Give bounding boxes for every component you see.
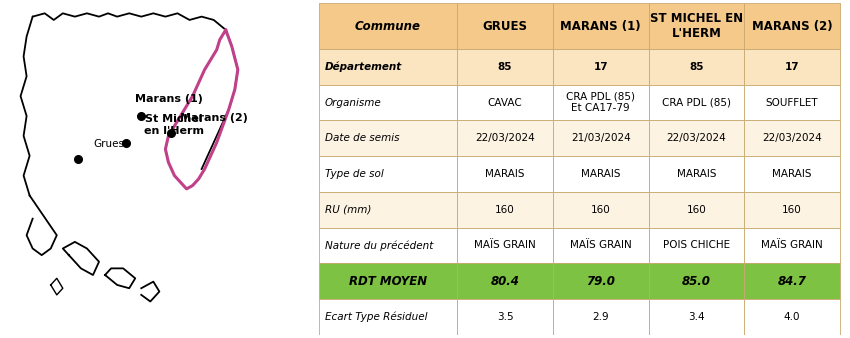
- Text: Ecart Type Résiduel: Ecart Type Résiduel: [325, 312, 428, 322]
- Bar: [457, 49, 553, 85]
- Text: 17: 17: [785, 62, 799, 72]
- Text: 79.0: 79.0: [586, 274, 615, 288]
- Text: Date de semis: Date de semis: [325, 133, 399, 143]
- Text: 160: 160: [782, 205, 802, 215]
- Bar: [319, 263, 457, 299]
- Bar: [553, 85, 649, 120]
- Bar: [649, 263, 745, 299]
- Bar: [457, 156, 553, 192]
- Text: POIS CHICHE: POIS CHICHE: [663, 240, 730, 250]
- Text: MARAIS: MARAIS: [485, 169, 524, 179]
- Text: RDT MOYEN: RDT MOYEN: [349, 274, 427, 288]
- Bar: [649, 227, 745, 263]
- Text: 21/03/2024: 21/03/2024: [571, 133, 631, 143]
- Text: 80.4: 80.4: [490, 274, 519, 288]
- Text: 4.0: 4.0: [784, 312, 801, 322]
- Bar: [319, 3, 457, 49]
- Text: 22/03/2024: 22/03/2024: [666, 133, 726, 143]
- Bar: [553, 49, 649, 85]
- Text: Marans (2): Marans (2): [180, 113, 248, 123]
- Text: 160: 160: [496, 205, 515, 215]
- Bar: [553, 299, 649, 335]
- Bar: [553, 120, 649, 156]
- Bar: [319, 49, 457, 85]
- Text: RU (mm): RU (mm): [325, 205, 371, 215]
- Text: CAVAC: CAVAC: [488, 98, 523, 107]
- Bar: [649, 192, 745, 227]
- Text: St Michel
en l'Herm: St Michel en l'Herm: [144, 114, 204, 136]
- Text: Type de sol: Type de sol: [325, 169, 383, 179]
- Bar: [745, 3, 840, 49]
- Bar: [553, 3, 649, 49]
- Bar: [745, 85, 840, 120]
- Text: 17: 17: [593, 62, 608, 72]
- Text: MAÏS GRAIN: MAÏS GRAIN: [762, 240, 823, 250]
- Text: 85.0: 85.0: [682, 274, 711, 288]
- Text: MARANS (1): MARANS (1): [560, 20, 641, 33]
- Bar: [649, 85, 745, 120]
- Bar: [319, 85, 457, 120]
- Bar: [745, 192, 840, 227]
- Bar: [319, 299, 457, 335]
- Text: MARAIS: MARAIS: [677, 169, 717, 179]
- Text: 22/03/2024: 22/03/2024: [762, 133, 822, 143]
- Bar: [553, 263, 649, 299]
- Text: SOUFFLET: SOUFFLET: [766, 98, 819, 107]
- Text: MARAIS: MARAIS: [773, 169, 812, 179]
- Bar: [745, 263, 840, 299]
- Text: MAÏS GRAIN: MAÏS GRAIN: [570, 240, 632, 250]
- Text: 2.9: 2.9: [592, 312, 609, 322]
- Bar: [319, 120, 457, 156]
- Text: MARAIS: MARAIS: [581, 169, 620, 179]
- Bar: [553, 156, 649, 192]
- Bar: [649, 156, 745, 192]
- Text: Marans (1): Marans (1): [135, 94, 203, 104]
- Bar: [745, 120, 840, 156]
- Bar: [457, 192, 553, 227]
- Bar: [649, 299, 745, 335]
- Text: MARANS (2): MARANS (2): [751, 20, 832, 33]
- Bar: [553, 227, 649, 263]
- Text: Département: Département: [325, 62, 402, 72]
- Bar: [457, 299, 553, 335]
- Text: Commune: Commune: [355, 20, 421, 33]
- Text: 22/03/2024: 22/03/2024: [475, 133, 535, 143]
- Bar: [319, 192, 457, 227]
- Text: MAÏS GRAIN: MAÏS GRAIN: [474, 240, 536, 250]
- Bar: [457, 227, 553, 263]
- Text: CRA PDL (85): CRA PDL (85): [662, 98, 731, 107]
- Text: 85: 85: [689, 62, 704, 72]
- Bar: [745, 227, 840, 263]
- Bar: [649, 3, 745, 49]
- Text: GRUES: GRUES: [483, 20, 528, 33]
- Bar: [745, 299, 840, 335]
- Bar: [319, 156, 457, 192]
- Text: 84.7: 84.7: [778, 274, 807, 288]
- Text: Organisme: Organisme: [325, 98, 382, 107]
- Bar: [457, 263, 553, 299]
- Text: 160: 160: [687, 205, 706, 215]
- Text: 3.4: 3.4: [688, 312, 705, 322]
- Bar: [457, 85, 553, 120]
- Bar: [553, 192, 649, 227]
- Bar: [457, 120, 553, 156]
- Text: CRA PDL (85)
Et CA17-79: CRA PDL (85) Et CA17-79: [566, 92, 635, 114]
- Bar: [319, 227, 457, 263]
- Bar: [649, 120, 745, 156]
- Bar: [649, 49, 745, 85]
- Text: 160: 160: [591, 205, 610, 215]
- Text: 85: 85: [498, 62, 513, 72]
- Bar: [745, 49, 840, 85]
- Text: Grues: Grues: [93, 139, 124, 149]
- Text: Nature du précédent: Nature du précédent: [325, 240, 434, 251]
- Text: 3.5: 3.5: [496, 312, 513, 322]
- Bar: [745, 156, 840, 192]
- Text: ST MICHEL EN
L'HERM: ST MICHEL EN L'HERM: [650, 12, 743, 40]
- Bar: [457, 3, 553, 49]
